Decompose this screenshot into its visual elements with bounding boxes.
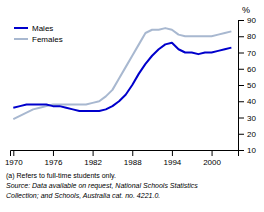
y-tick-mark	[238, 53, 244, 54]
y-tick-mark	[238, 36, 244, 37]
legend-swatch	[14, 38, 28, 40]
x-tick-label: 1994	[164, 158, 182, 167]
y-tick-mark	[238, 69, 244, 70]
x-tick: 1994	[164, 150, 182, 167]
x-tick-mark	[212, 150, 213, 156]
plot-area	[13, 28, 231, 119]
x-tick: 1976	[45, 150, 63, 167]
y-tick-label: 10	[247, 146, 256, 155]
y-tick: 70	[238, 49, 256, 58]
y-tick-label: 80	[247, 32, 256, 41]
y-tick-label: 60	[247, 65, 256, 74]
legend-item: Females	[14, 35, 63, 44]
x-tick: 1970	[5, 150, 23, 167]
y-label: %	[242, 5, 250, 15]
x-tick-label: 1988	[124, 158, 142, 167]
x-tick: 1988	[124, 150, 142, 167]
x-tick-mark	[172, 150, 173, 156]
y-tick-label: 90	[247, 16, 256, 25]
x-tick: 1982	[84, 150, 102, 167]
x-tick-mark	[132, 150, 133, 156]
legend-item: Males	[14, 24, 53, 33]
y-axis-line	[239, 21, 245, 151]
y-tick: 30	[238, 114, 256, 123]
y-tick: 80	[238, 32, 256, 41]
y-tick-label: 50	[247, 81, 256, 90]
x-tick-mark	[53, 150, 54, 156]
footnote: Source: Data available on request, Natio…	[6, 182, 198, 190]
y-tick-mark	[238, 134, 244, 135]
x-tick-label: 1982	[84, 158, 102, 167]
y-tick: 50	[238, 81, 256, 90]
footnote: Collection; and Schools, Australia cat. …	[6, 192, 160, 199]
y-tick-label: 20	[247, 130, 256, 139]
x-tick-label: 1970	[5, 158, 23, 167]
y-tick-mark	[238, 101, 244, 102]
y-axis: 10 20 30 40 50 60 70 80 90	[238, 16, 256, 155]
y-tick-mark	[238, 85, 244, 86]
y-tick-label: 30	[247, 114, 256, 123]
x-tick-mark	[93, 150, 94, 156]
x-tick-mark	[13, 150, 14, 156]
footnote: (a) Refers to full-time students only.	[6, 172, 116, 180]
y-tick: 60	[238, 65, 256, 74]
x-tick-label: 1976	[45, 158, 63, 167]
x-axis-line	[11, 151, 239, 157]
series-line	[13, 43, 231, 111]
y-tick-mark	[238, 118, 244, 119]
x-tick-label: 2000	[203, 158, 221, 167]
chart: 1970 1976 1982 1988 1994 2000 10 20 30 40 50 60 70 80…	[0, 0, 264, 212]
y-tick-mark	[238, 20, 244, 21]
y-tick-mark	[238, 150, 244, 151]
y-tick: 10	[238, 146, 256, 155]
x-axis: 1970 1976 1982 1988 1994 2000	[5, 150, 239, 167]
legend: Males Females	[14, 24, 63, 44]
y-tick-label: 40	[247, 97, 256, 106]
footnotes: (a) Refers to full-time students only. So…	[6, 172, 198, 199]
y-tick: 40	[238, 97, 256, 106]
legend-swatch	[14, 27, 28, 29]
series-line	[13, 28, 231, 119]
y-tick: 90	[238, 16, 256, 25]
legend-label: Females	[32, 35, 63, 44]
y-tick-label: 70	[247, 49, 256, 58]
legend-label: Males	[32, 24, 53, 33]
y-tick: 20	[238, 130, 256, 139]
x-tick: 2000	[203, 150, 221, 167]
